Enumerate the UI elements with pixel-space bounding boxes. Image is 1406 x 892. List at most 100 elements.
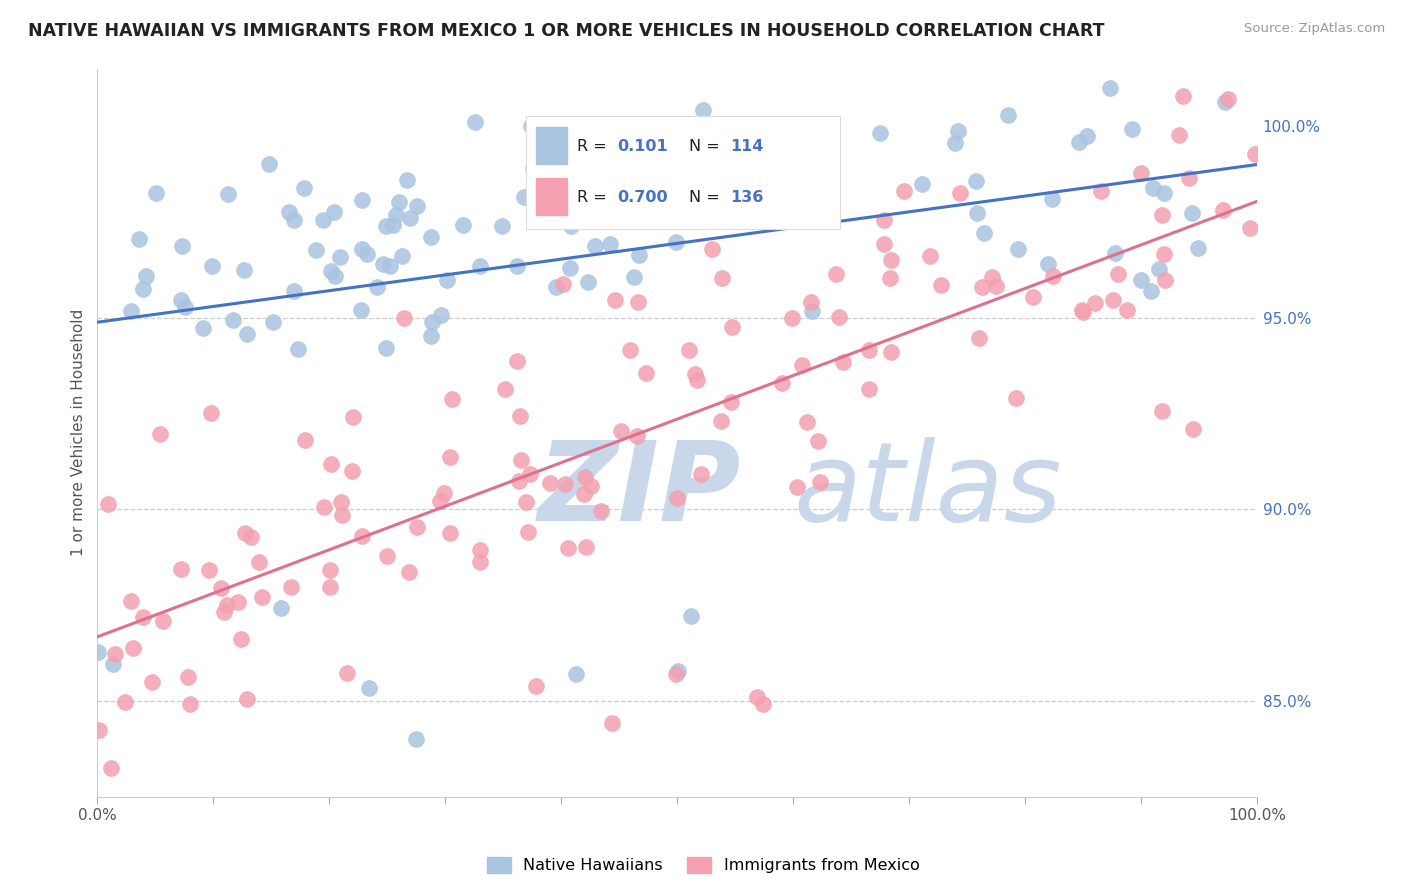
Point [305,243,328,257]
Point [700,242,723,256]
Point [636,366,658,380]
Point [547,194,569,208]
Point [215,598,238,612]
Point [217,186,239,201]
Point [179,697,201,711]
Point [1140,284,1163,298]
Point [747,690,769,704]
Point [373,257,395,271]
Point [322,205,344,219]
Legend: Native Hawaiians, Immigrants from Mexico: Native Hawaiians, Immigrants from Mexico [481,850,925,880]
Point [828,310,851,325]
Point [491,219,513,233]
Point [1004,392,1026,406]
Point [97,497,120,511]
Point [808,475,831,489]
Point [666,169,689,183]
Point [405,731,427,746]
Point [686,373,709,387]
Point [1239,220,1261,235]
Point [1216,92,1239,106]
Point [510,453,533,467]
Point [710,271,733,285]
Point [135,268,157,283]
Point [391,249,413,263]
Point [546,279,568,293]
Point [589,504,612,518]
Point [330,508,353,522]
Point [666,664,689,678]
Point [1153,247,1175,261]
Point [984,278,1007,293]
Point [1150,208,1173,222]
Point [574,470,596,484]
Point [420,230,443,244]
Point [1102,293,1125,307]
Point [359,681,381,695]
Point [929,278,952,293]
Point [948,123,970,137]
Point [233,525,256,540]
Point [910,177,932,191]
Point [721,320,744,334]
Point [800,294,823,309]
Point [696,133,718,147]
Point [626,428,648,442]
Point [430,308,453,322]
Point [1067,136,1090,150]
Point [468,556,491,570]
Point [120,594,142,608]
Point [240,530,263,544]
Point [1154,273,1177,287]
Point [943,136,966,150]
Point [329,495,352,509]
Point [375,342,398,356]
Point [623,270,645,285]
Point [356,247,378,261]
Point [997,108,1019,122]
Point [576,275,599,289]
Point [558,261,581,276]
Point [965,174,987,188]
Point [786,480,808,494]
Point [664,235,686,249]
Point [1070,302,1092,317]
Point [464,115,486,129]
Point [323,268,346,283]
Point [132,282,155,296]
Point [468,543,491,558]
Point [973,227,995,241]
Point [689,139,711,153]
Point [350,302,373,317]
Point [505,260,527,274]
Point [451,218,474,232]
Point [292,181,315,195]
Point [311,213,333,227]
Point [114,695,136,709]
Point [329,250,352,264]
Text: NATIVE HAWAIIAN VS IMMIGRANTS FROM MEXICO 1 OR MORE VEHICLES IN HOUSEHOLD CORREL: NATIVE HAWAIIAN VS IMMIGRANTS FROM MEXIC… [28,22,1105,40]
Point [278,205,301,219]
Point [754,208,776,222]
Point [1038,257,1060,271]
Point [419,328,441,343]
Point [627,248,650,262]
Point [524,679,547,693]
Point [1173,89,1195,103]
Point [710,179,733,194]
Y-axis label: 1 or more Vehicles in Household: 1 or more Vehicles in Household [72,309,86,557]
Point [1042,193,1064,207]
Point [620,197,643,211]
Point [336,666,359,681]
Point [283,213,305,227]
Point [312,500,335,515]
Point [1084,296,1107,310]
Point [294,434,316,448]
Point [1215,95,1237,109]
Point [319,264,342,278]
Point [665,667,688,681]
Point [319,563,342,577]
Point [801,304,824,318]
Point [858,343,880,357]
Point [1076,129,1098,144]
